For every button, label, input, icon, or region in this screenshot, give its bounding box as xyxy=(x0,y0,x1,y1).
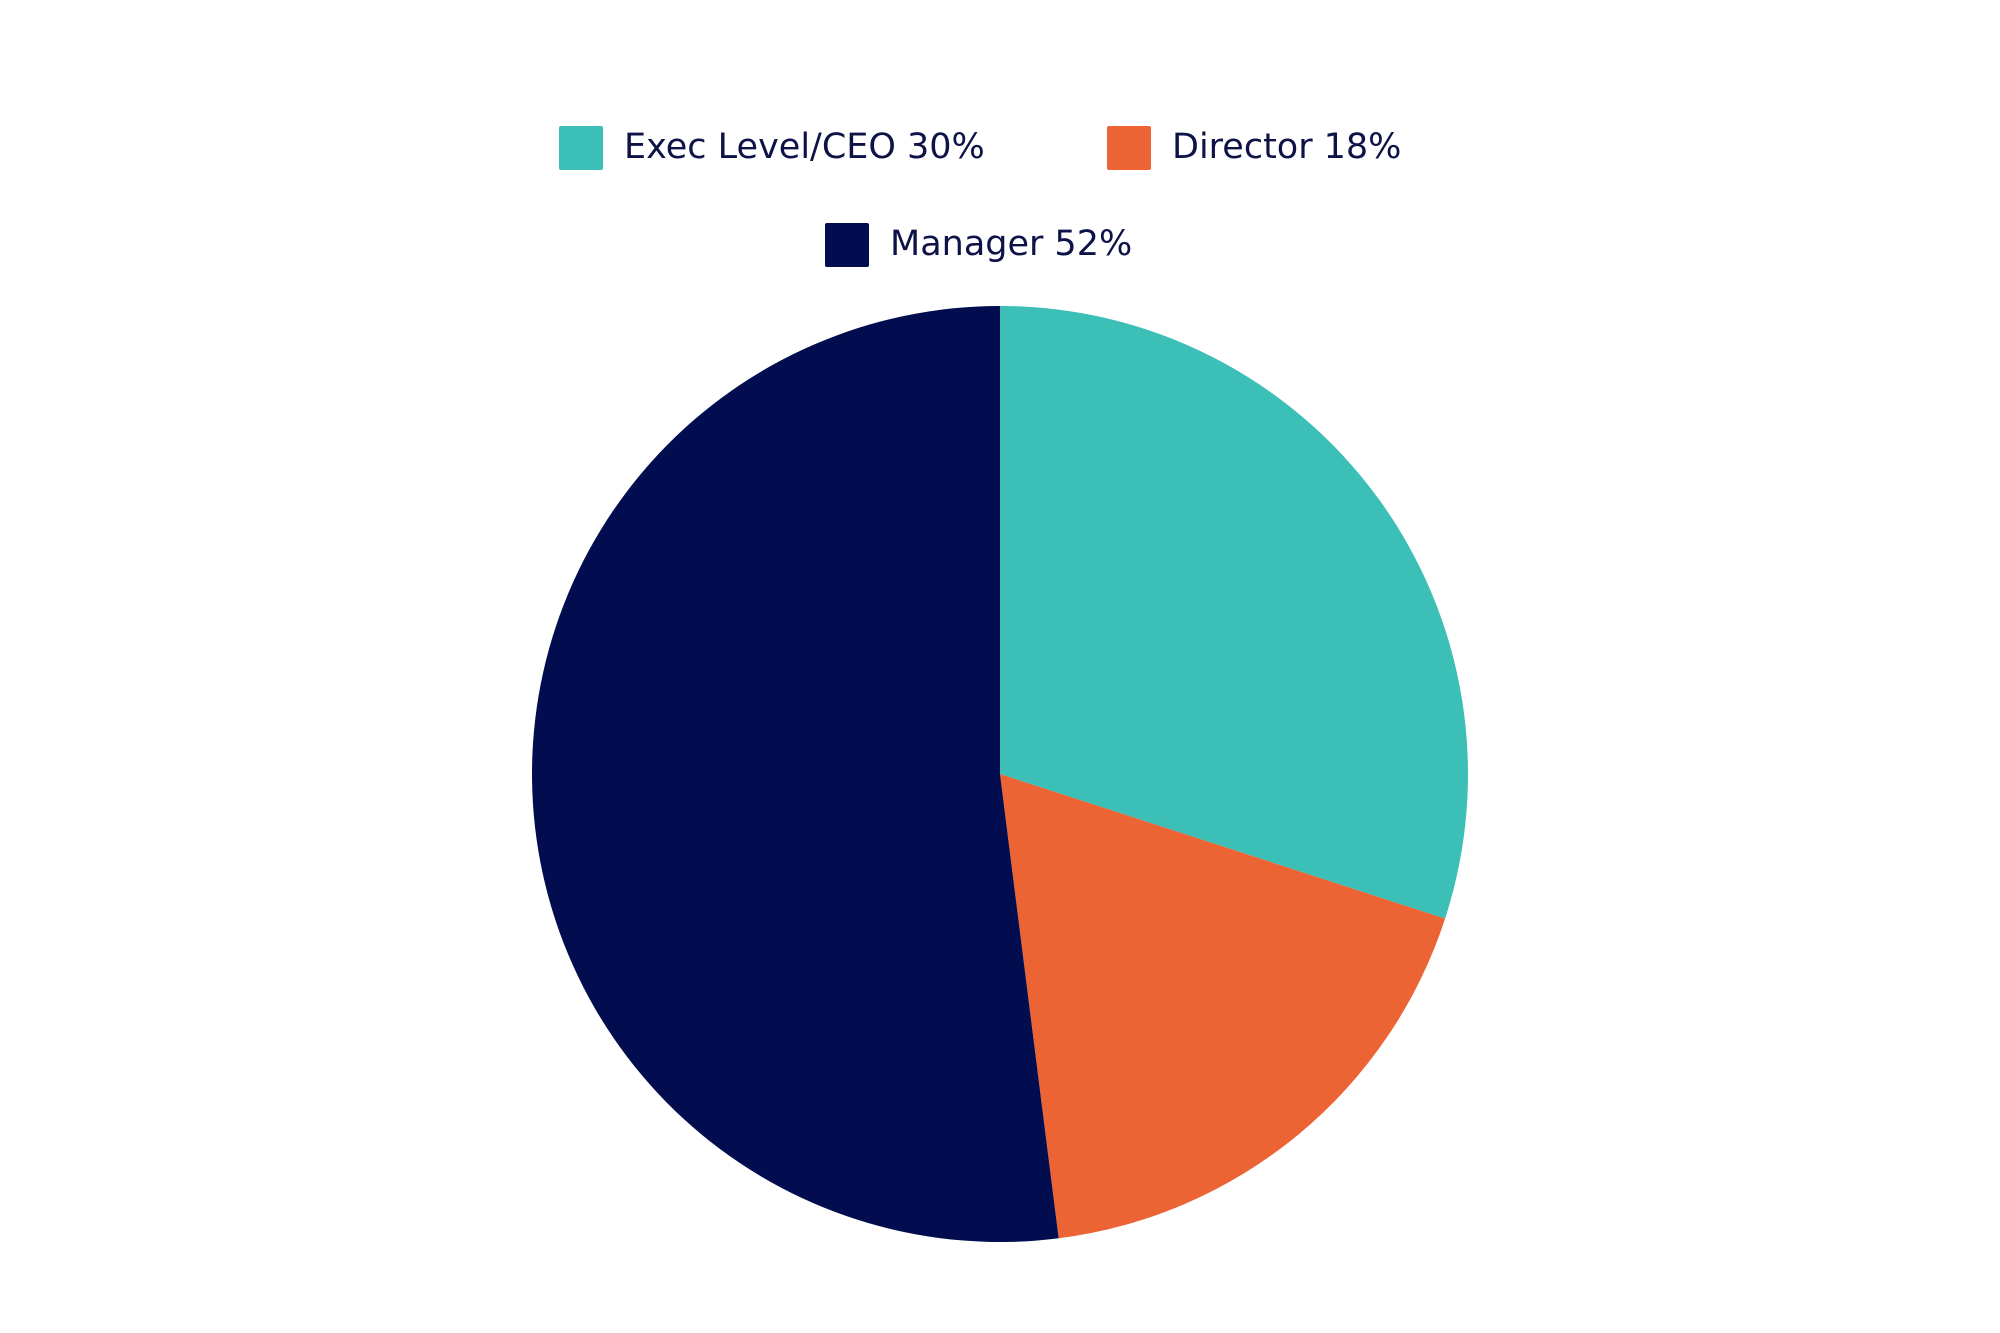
legend-name: Exec Level/CEO xyxy=(624,127,896,167)
legend-swatch xyxy=(559,126,603,170)
legend-swatch xyxy=(825,223,869,267)
pie-slice xyxy=(1000,306,1468,919)
legend-value: 52% xyxy=(1054,224,1132,264)
legend-value: 18% xyxy=(1324,127,1402,167)
legend-swatch xyxy=(1107,126,1151,170)
legend-name: Manager xyxy=(890,224,1044,264)
legend-label: Exec Level/CEO 30% xyxy=(624,127,985,167)
pie-slice xyxy=(1000,774,1446,1239)
legend-name: Director xyxy=(1172,127,1313,167)
legend-label: Manager 52% xyxy=(890,224,1132,264)
pie-slice xyxy=(532,306,1059,1242)
legend-label: Director 18% xyxy=(1172,127,1401,167)
legend-value: 30% xyxy=(907,127,985,167)
